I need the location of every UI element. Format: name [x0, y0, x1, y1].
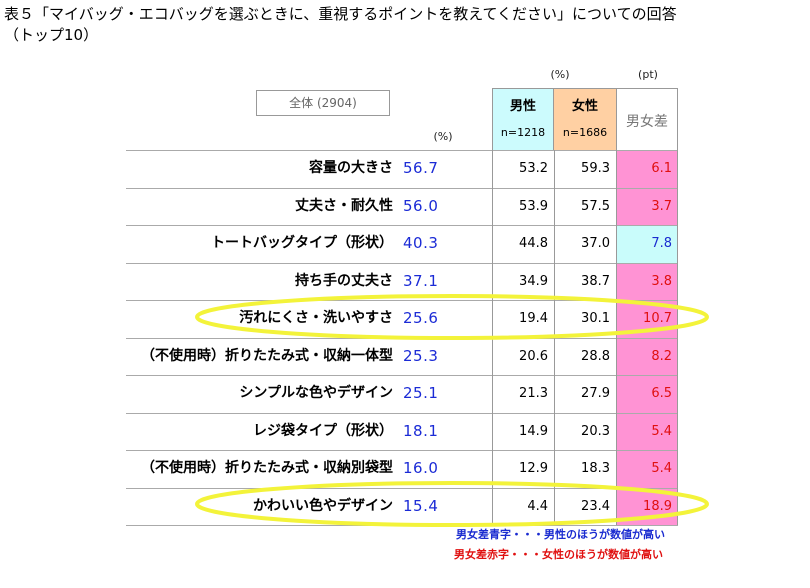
- row-label: かわいい色やデザイン: [253, 497, 393, 514]
- row-female-value: 20.3: [581, 423, 610, 439]
- row-label: 容量の大きさ: [309, 160, 393, 176]
- row-total-value: 18.1: [403, 421, 439, 440]
- total-header: 全体 (2904): [256, 90, 390, 116]
- row-diff-value: 7.8: [651, 236, 672, 251]
- unit-percent-left: (%): [433, 130, 453, 143]
- row-label: 持ち手の丈夫さ: [295, 272, 393, 289]
- female-header: 女性 n=1686: [554, 88, 616, 150]
- unit-percent-top: (%): [550, 68, 570, 81]
- row-diff-value: 3.7: [651, 198, 672, 214]
- column-divider: [616, 150, 617, 525]
- note-red: 男女差赤字・・・女性のほうが数値が高い: [454, 548, 663, 561]
- page-title: 表５「マイバッグ・エコバッグを選ぶときに、重視するポイントを教えてください」につ…: [4, 5, 677, 44]
- row-female-value: 57.5: [581, 198, 610, 214]
- row-total-value: 15.4: [403, 496, 439, 515]
- row-total-value: 40.3: [403, 234, 439, 252]
- row-label: シンプルな色やデザイン: [239, 385, 393, 401]
- row-total-value: 16.0: [403, 459, 439, 477]
- row-total-value: 25.3: [403, 346, 439, 365]
- row-diff-value: 3.8: [651, 273, 672, 289]
- row-male-value: 12.9: [519, 461, 548, 476]
- row-divider: [126, 487, 678, 489]
- row-divider: [126, 150, 678, 151]
- row-divider: [126, 300, 678, 301]
- male-header-n: n=1218: [500, 126, 546, 139]
- row-divider: [126, 187, 678, 189]
- row-label: （不使用時）折りたたみ式・収納別袋型: [141, 460, 393, 476]
- male-header-label: 男性: [509, 99, 536, 114]
- row-total-value: 56.7: [403, 159, 439, 177]
- row-divider: [126, 412, 678, 414]
- row-diff-value: 5.4: [651, 461, 672, 476]
- row-total-value: 37.1: [403, 271, 439, 290]
- row-male-value: 14.9: [519, 423, 548, 439]
- row-male-value: 53.2: [519, 161, 548, 176]
- diff-cell-bg: [617, 226, 677, 263]
- female-header-n: n=1686: [562, 126, 608, 139]
- diff-cell-bg: [617, 451, 677, 488]
- row-diff-value: 18.9: [643, 498, 672, 514]
- row-divider: [126, 375, 678, 376]
- row-divider: [126, 225, 678, 226]
- row-male-value: 34.9: [519, 273, 548, 289]
- diff-header: 男女差: [616, 88, 678, 150]
- row-female-value: 27.9: [581, 386, 610, 401]
- diff-cell-bg: [617, 151, 677, 188]
- row-diff-value: 5.4: [651, 423, 672, 439]
- diff-header-label: 男女差: [626, 114, 668, 130]
- diff-cell-bg: [617, 338, 677, 375]
- row-female-value: 18.3: [581, 461, 610, 476]
- row-label: （不使用時）折りたたみ式・収納一体型: [141, 347, 393, 364]
- row-diff-value: 6.1: [651, 161, 672, 176]
- row-male-value: 4.4: [527, 498, 548, 514]
- female-header-label: 女性: [571, 99, 598, 114]
- row-label: トートバッグタイプ（形状）: [211, 235, 393, 251]
- unit-pt: (pt): [638, 68, 658, 81]
- highlight-ellipse-stain: [195, 294, 709, 340]
- row-female-value: 30.1: [581, 311, 610, 326]
- row-diff-value: 8.2: [651, 348, 672, 364]
- row-total-value: 56.0: [403, 196, 439, 215]
- row-female-value: 37.0: [581, 236, 610, 251]
- row-female-value: 38.7: [581, 273, 610, 289]
- diff-cell-bg: [617, 376, 677, 413]
- row-male-value: 19.4: [519, 311, 548, 326]
- row-male-value: 53.9: [519, 198, 548, 214]
- row-label: レジ袋タイプ（形状）: [253, 422, 393, 439]
- row-divider: [126, 450, 678, 451]
- row-female-value: 23.4: [581, 498, 610, 514]
- row-diff-value: 10.7: [643, 311, 672, 326]
- column-divider: [677, 150, 678, 525]
- row-diff-value: 6.5: [651, 386, 672, 401]
- row-total-value: 25.1: [403, 384, 439, 402]
- note-blue: 男女差青字・・・男性のほうが数値が高い: [456, 528, 665, 541]
- male-header: 男性 n=1218: [492, 88, 554, 150]
- row-female-value: 59.3: [581, 161, 610, 176]
- highlight-ellipse-cute: [195, 481, 709, 527]
- diff-cell-bg: [617, 263, 677, 300]
- row-male-value: 44.8: [519, 236, 548, 251]
- row-female-value: 28.8: [581, 348, 610, 364]
- diff-cell-bg: [617, 188, 677, 225]
- row-label: 汚れにくさ・洗いやすさ: [239, 310, 393, 326]
- row-divider: [126, 262, 678, 264]
- row-total-value: 25.6: [403, 309, 439, 327]
- row-male-value: 20.6: [519, 348, 548, 364]
- row-label: 丈夫さ・耐久性: [295, 197, 393, 214]
- row-male-value: 21.3: [519, 386, 548, 401]
- diff-cell-bg: [617, 413, 677, 450]
